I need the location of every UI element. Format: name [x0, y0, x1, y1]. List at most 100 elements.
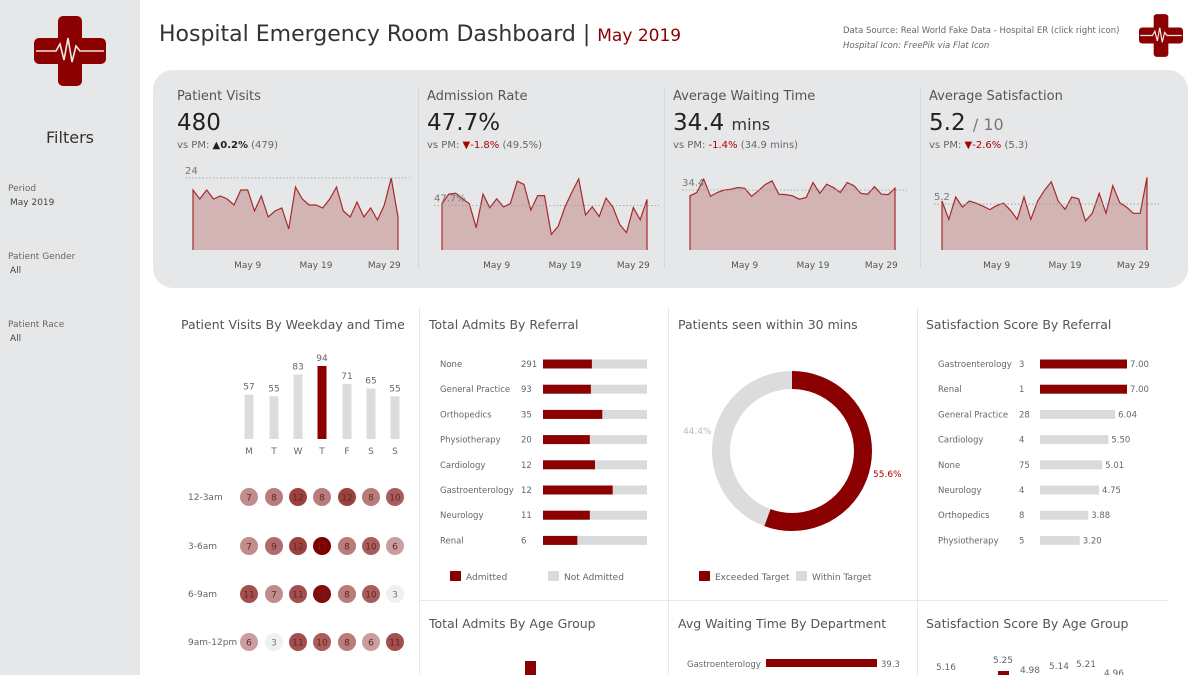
heatmap-value: 7	[246, 543, 252, 553]
kpi-card-2: Average Waiting Time 34.4 mins vs PM: -1.4…	[673, 70, 923, 288]
heatmap-cell[interactable]	[265, 488, 283, 506]
data-source-link[interactable]: Data Source: Real World Fake Data - Hosp…	[843, 26, 1120, 36]
heatmap-cell[interactable]	[338, 585, 356, 603]
filter-race-select[interactable]: All	[10, 334, 22, 344]
heatmap-cell[interactable]	[338, 633, 356, 651]
heatmap-cell[interactable]	[240, 537, 258, 555]
not-admitted-bar[interactable]	[543, 535, 647, 545]
satisfaction-bar[interactable]	[1040, 485, 1100, 495]
heatmap-cell[interactable]	[240, 585, 258, 603]
satisfaction-bar[interactable]	[1040, 384, 1127, 394]
donut-exceeded-target[interactable]	[712, 371, 872, 531]
weekday-bar[interactable]	[342, 383, 352, 439]
admitted-bar[interactable]	[543, 435, 590, 445]
weekday-bar[interactable]	[317, 366, 327, 439]
not-admitted-bar[interactable]	[543, 359, 647, 369]
heatmap-cell[interactable]	[313, 488, 331, 506]
satisfaction-bar[interactable]	[1040, 435, 1109, 445]
heatmap-value: 9	[271, 543, 277, 553]
heatmap-cell[interactable]	[362, 537, 380, 555]
heatmap-cell[interactable]	[313, 633, 331, 651]
heatmap-cell[interactable]	[338, 488, 356, 506]
heatmap-value: 10	[365, 543, 377, 553]
heatmap-cell[interactable]	[265, 633, 283, 651]
bar-value-label: 94	[316, 354, 328, 364]
heatmap-cell[interactable]	[313, 585, 331, 603]
admitted-bar[interactable]	[543, 384, 591, 394]
heatmap-cell[interactable]	[386, 633, 404, 651]
within-pct-label: 44.4%	[683, 427, 712, 437]
not-admitted-bar[interactable]	[543, 384, 647, 394]
heatmap-value: 3	[271, 639, 277, 649]
heatmap-cell[interactable]	[386, 585, 404, 603]
filter-period-select[interactable]: May 2019	[10, 198, 55, 208]
kpi-card-3: Average Satisfaction 5.2 / 10 vs PM: ▼-2.6…	[929, 70, 1179, 288]
weekday-bar[interactable]	[293, 374, 303, 439]
heatmap-cell[interactable]	[265, 537, 283, 555]
heatmap-cell[interactable]	[289, 633, 307, 651]
heatmap-cell[interactable]	[289, 488, 307, 506]
admitted-bar[interactable]	[543, 409, 603, 419]
satisfaction-bar[interactable]	[1040, 460, 1103, 470]
satisfaction-value: 3.20	[1083, 536, 1102, 546]
not-admitted-bar[interactable]	[543, 510, 647, 520]
referral-count: 5	[1019, 536, 1024, 546]
heatmap-cell[interactable]	[265, 585, 283, 603]
age-satisfaction-bar[interactable]	[998, 671, 1009, 675]
satisfaction-bar[interactable]	[1040, 535, 1080, 545]
satisfaction-bar[interactable]	[1040, 510, 1089, 520]
time-slot-label: 9am-12pm	[188, 638, 237, 648]
heatmap-cell[interactable]	[338, 537, 356, 555]
heatmap-cell[interactable]	[289, 537, 307, 555]
filters-title: Filters	[46, 128, 94, 147]
weekday-bar[interactable]	[366, 388, 376, 439]
kpi-title: Admission Rate	[427, 89, 528, 104]
age-satisfaction-value: 4.96	[1104, 669, 1124, 675]
sparkline-3: 5.2 May 9 May 19 May 29	[934, 177, 1159, 271]
admitted-bar[interactable]	[543, 535, 578, 545]
weekday-bar[interactable]	[244, 394, 254, 439]
weekday-bar[interactable]	[390, 396, 400, 439]
filter-gender-select[interactable]: All	[10, 266, 22, 276]
filter-race-label: Patient Race	[8, 320, 65, 330]
data-source-hospital-icon[interactable]	[1139, 14, 1183, 57]
satisfaction-bar[interactable]	[1040, 359, 1127, 369]
weekday-bar[interactable]	[269, 396, 279, 439]
x-tick-label: May 9	[234, 261, 261, 271]
weekday-label: M	[245, 447, 253, 457]
heatmap-cell[interactable]	[362, 633, 380, 651]
heatmap-value: 12	[292, 494, 303, 504]
age-satisfaction-value: 5.16	[936, 663, 956, 673]
legend-swatch-exceeded	[699, 571, 710, 581]
heatmap-cell[interactable]	[386, 488, 404, 506]
not-admitted-bar[interactable]	[543, 435, 647, 445]
referral-label: General Practice	[440, 385, 510, 395]
referral-count: 93	[521, 385, 532, 395]
heatmap-cell[interactable]	[313, 537, 331, 555]
heatmap-value: 6	[368, 639, 374, 649]
heatmap-cell[interactable]	[362, 585, 380, 603]
satisfaction-bar[interactable]	[1040, 409, 1116, 419]
kpi-title: Average Satisfaction	[929, 89, 1063, 104]
kpi-value-number: 34.4	[673, 110, 725, 136]
x-tick-label: May 29	[368, 261, 401, 271]
reference-label: 34.4	[682, 178, 704, 189]
reference-label: 24	[185, 166, 198, 177]
heatmap-value: 11	[243, 591, 254, 601]
kpi-prev-value: (49.5%)	[502, 140, 543, 151]
age-group-bar[interactable]	[525, 661, 536, 675]
heatmap-cell[interactable]	[289, 585, 307, 603]
admitted-bar[interactable]	[543, 510, 590, 520]
kpi-card-1: Admission Rate 47.7% vs PM: ▼-1.8% (49.5%)	[427, 70, 677, 288]
referral-label: Renal	[938, 385, 962, 395]
wait-time-bar[interactable]	[766, 659, 877, 667]
heatmap-cell[interactable]	[240, 488, 258, 506]
admitted-bar[interactable]	[543, 485, 613, 495]
heatmap-cell[interactable]	[240, 633, 258, 651]
admitted-bar[interactable]	[543, 460, 595, 470]
heatmap-cell[interactable]	[362, 488, 380, 506]
admitted-bar[interactable]	[543, 359, 592, 369]
x-tick-label: May 29	[865, 261, 898, 271]
heatmap-cell[interactable]	[386, 537, 404, 555]
x-tick-label: May 9	[483, 261, 510, 271]
